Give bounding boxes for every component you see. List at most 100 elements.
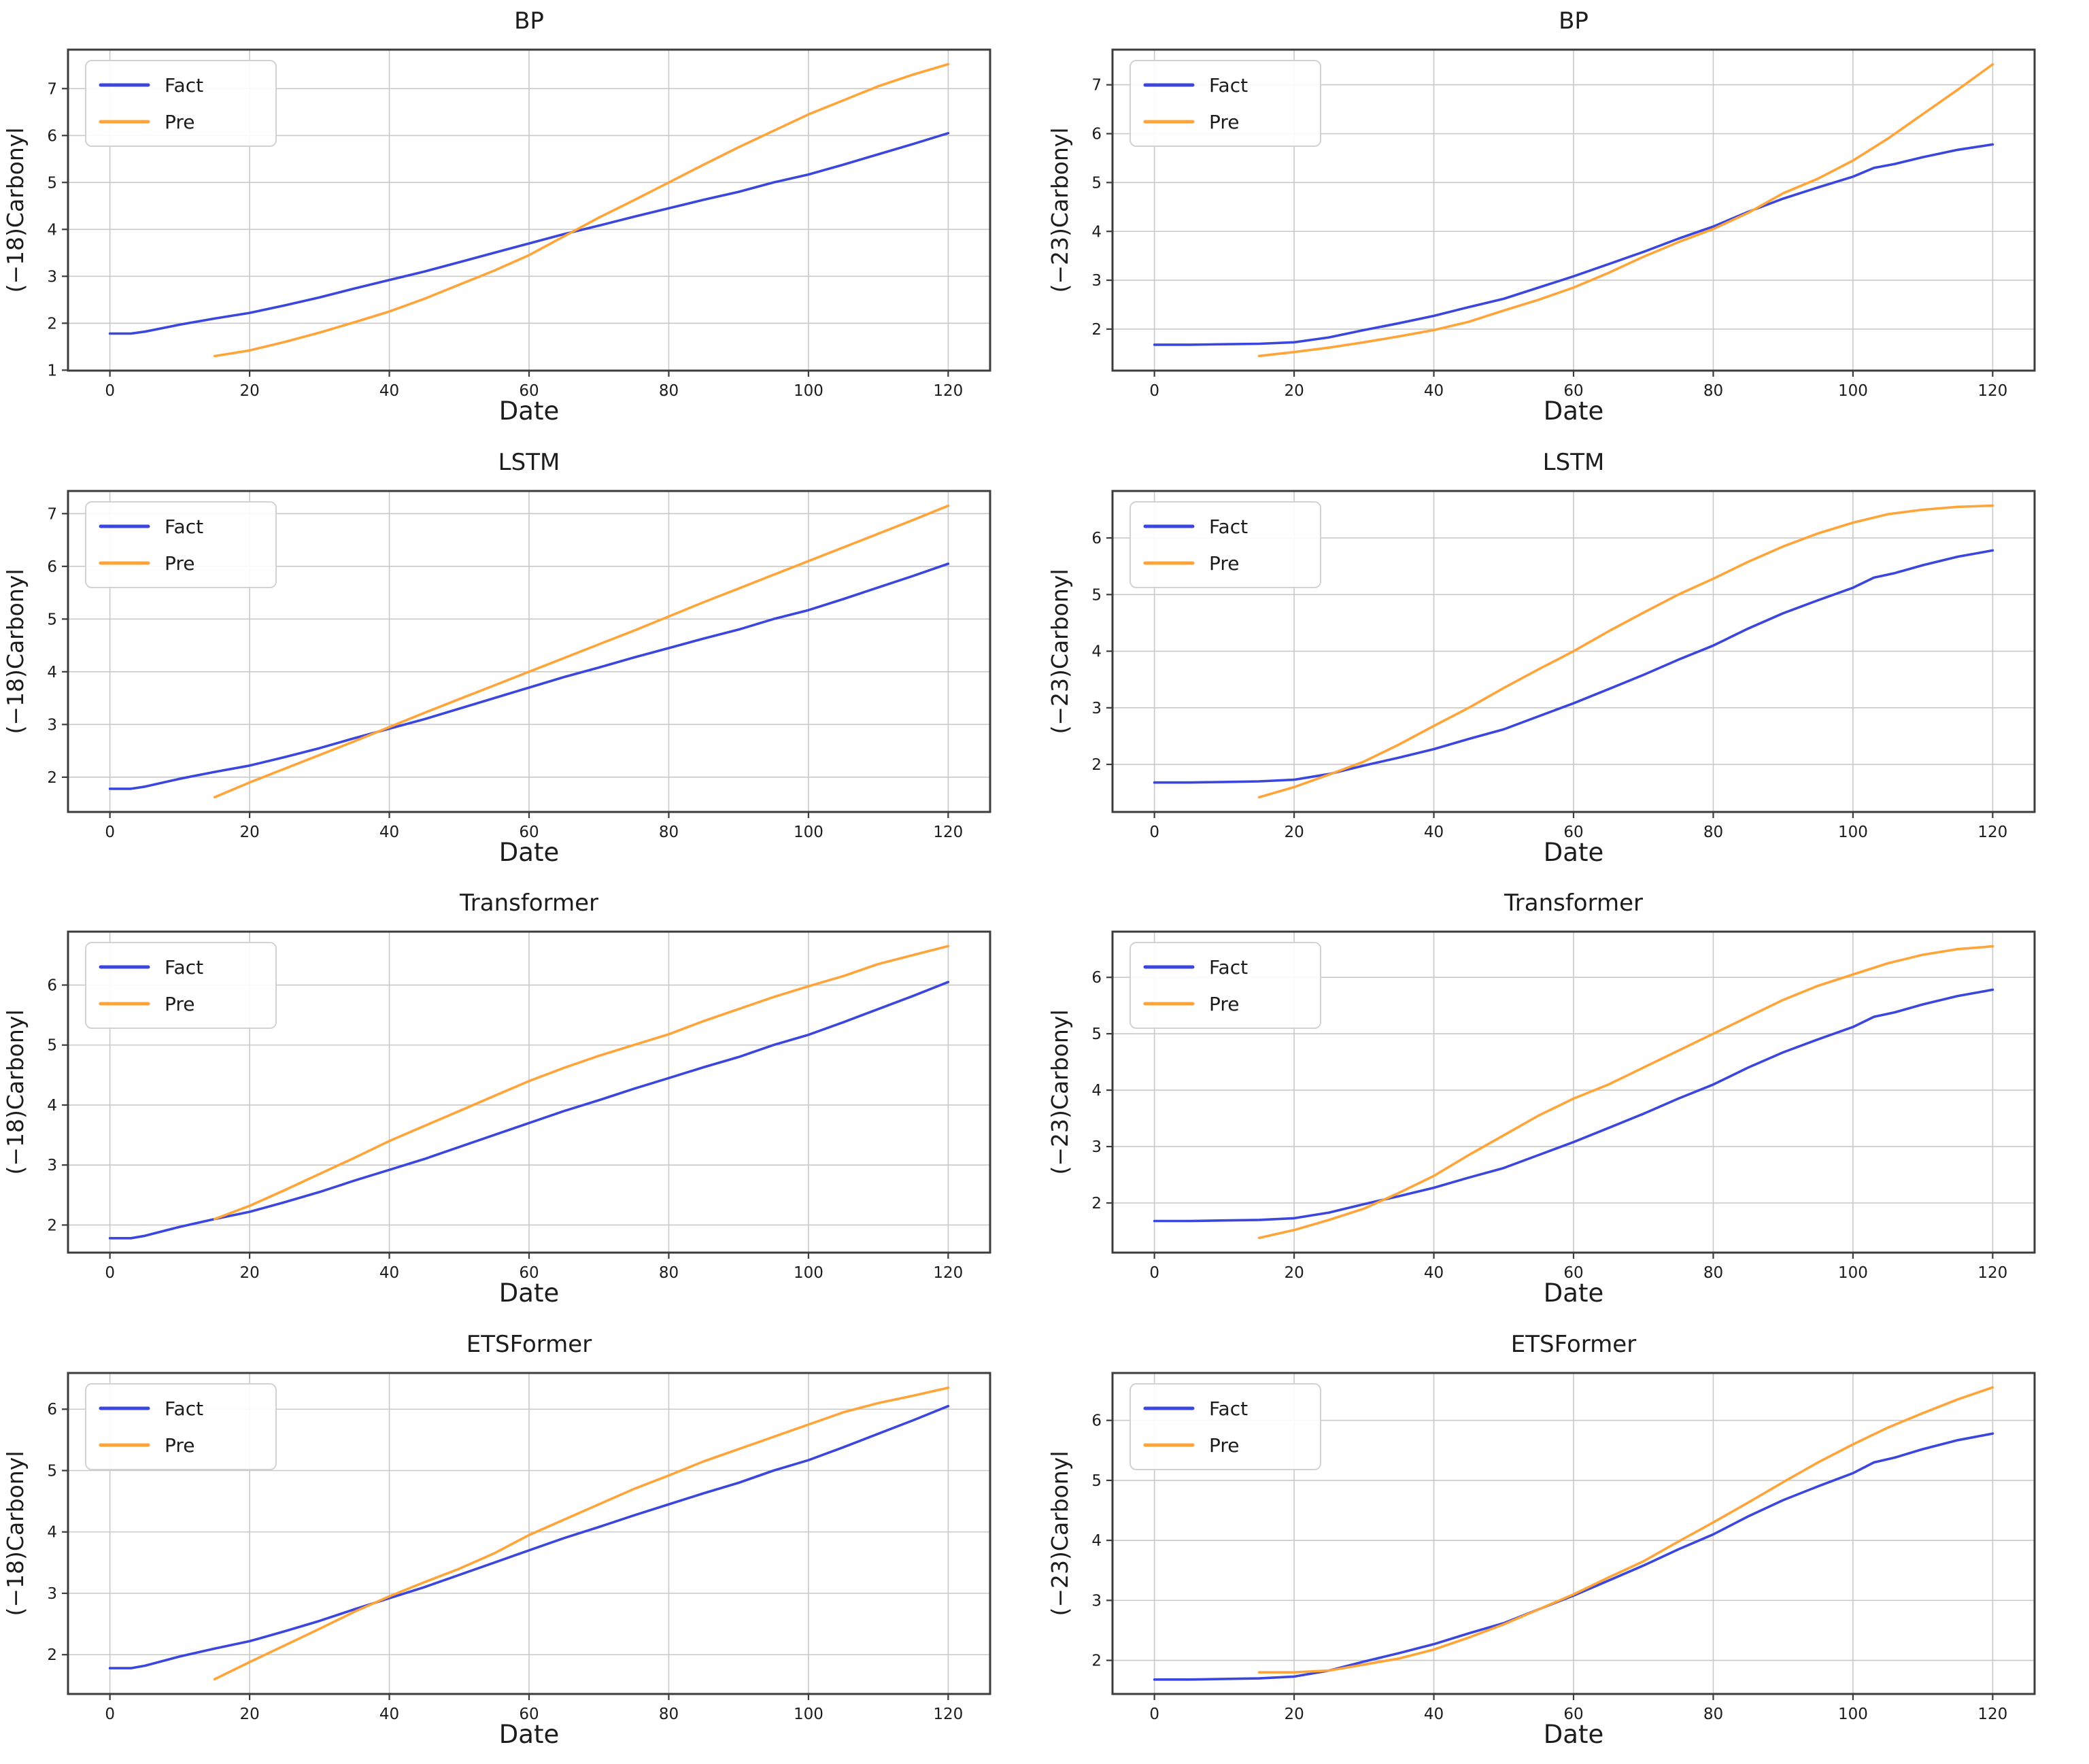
x-tick-label: 0	[1149, 1264, 1159, 1282]
x-tick-label: 0	[105, 824, 115, 841]
legend: Fact Pre	[1130, 60, 1321, 147]
y-tick-label: 2	[1091, 1652, 1102, 1669]
x-tick-label: 100	[1838, 382, 1868, 400]
y-tick-label: 5	[1091, 586, 1102, 604]
y-axis-label: (−18)Carbonyl	[2, 569, 29, 734]
pre-line	[213, 504, 950, 798]
legend: Fact Pre	[1130, 1383, 1321, 1470]
y-tick-label: 2	[1091, 756, 1102, 774]
legend: Fact Pre	[85, 942, 277, 1029]
y-axis-label: (−18)Carbonyl	[2, 1010, 29, 1175]
y-tick-label: 7	[47, 80, 57, 98]
y-tick-label: 6	[1091, 530, 1102, 547]
y-tick-label: 2	[47, 1646, 57, 1664]
y-tick-label: 2	[1091, 321, 1102, 339]
y-tick-label: 2	[47, 315, 57, 333]
y-tick-label: 4	[47, 663, 57, 681]
x-tick-label: 60	[519, 824, 539, 841]
y-tick-label: 7	[1091, 77, 1102, 95]
x-axis-label: Date	[499, 396, 559, 426]
x-tick-label: 40	[379, 382, 399, 400]
chart-canvas-bp-23: 0 20 40 60 80 100 120 2 3 4 5 6 7 BP Date (−23)Carbonyl…	[1047, 7, 2036, 426]
x-tick-label: 100	[794, 1706, 823, 1723]
legend: Fact Pre	[85, 1383, 277, 1470]
chart-bp-23: 0 20 40 60 80 100 120 2 3 4 5 6 7 BP Date (−23)Carbonyl…	[1044, 0, 2089, 441]
y-tick-label: 4	[1091, 223, 1102, 241]
x-tick-label: 120	[1977, 1706, 2007, 1723]
x-axis-label: Date	[1544, 1278, 1603, 1308]
chart-title: ETSFormer	[466, 1331, 592, 1358]
x-tick-label: 60	[1563, 1706, 1583, 1723]
chart-title: Transformer	[459, 889, 598, 917]
x-tick-label: 120	[1977, 824, 2007, 841]
pre-line	[1257, 63, 1994, 358]
x-tick-label: 120	[1977, 1264, 2007, 1282]
legend: Fact Pre	[85, 501, 277, 588]
chart-title: Transformer	[1504, 889, 1643, 917]
chart-canvas-etsformer-18: 0 20 40 60 80 100 120 2 3 4 5 6 ETSFormer Date (−18)Ca…	[2, 1331, 991, 1749]
chart-transformer-23: 0 20 40 60 80 100 120 2 3 4 5 6 Transformer Date (−23)…	[1044, 882, 2089, 1323]
x-tick-label: 100	[794, 1264, 823, 1282]
x-tick-label: 20	[1284, 1264, 1304, 1282]
fact-line	[1153, 549, 1994, 784]
chart-title: BP	[514, 7, 544, 35]
x-tick-label: 100	[1838, 1264, 1868, 1282]
chart-canvas-etsformer-23: 0 20 40 60 80 100 120 2 3 4 5 6 ETSFormer Date (−23)Ca…	[1047, 1331, 2036, 1749]
y-tick-label: 3	[1091, 699, 1102, 717]
x-tick-label: 120	[933, 382, 963, 400]
x-tick-label: 120	[933, 824, 963, 841]
y-tick-label: 6	[47, 127, 57, 145]
x-tick-label: 40	[1424, 1264, 1444, 1282]
chart-canvas-lstm-18: 0 20 40 60 80 100 120 2 3 4 5 6 7 LSTM Date (−18)Carbon…	[2, 449, 991, 867]
y-tick-label: 4	[1091, 1532, 1102, 1550]
legend-fact-label: Fact	[1209, 1397, 1248, 1420]
legend: Fact Pre	[1130, 501, 1321, 588]
legend-box	[85, 501, 277, 588]
x-axis-label: Date	[1544, 1720, 1603, 1749]
legend-pre-label: Pre	[1209, 993, 1240, 1015]
y-tick-label: 4	[1091, 1082, 1102, 1100]
legend-fact-label: Fact	[165, 956, 203, 979]
legend-pre-label: Pre	[165, 1434, 195, 1457]
chart-bp-18: 0 20 40 60 80 100 120 1 2 3 4 5 6 7 BP Date (−18)Carbony…	[0, 0, 1044, 441]
x-tick-label: 20	[239, 1706, 259, 1723]
legend-fact-label: Fact	[1209, 74, 1248, 97]
y-tick-label: 4	[47, 1523, 57, 1541]
fact-line	[108, 1404, 950, 1669]
x-tick-label: 0	[105, 1706, 115, 1723]
y-tick-label: 7	[47, 505, 57, 523]
chart-etsformer-18: 0 20 40 60 80 100 120 2 3 4 5 6 ETSFormer Date (−18)Ca…	[0, 1323, 1044, 1764]
legend-box	[1130, 60, 1321, 147]
x-axis-label: Date	[499, 1278, 559, 1308]
legend-box	[85, 942, 277, 1029]
legend-pre-label: Pre	[1209, 552, 1240, 575]
x-tick-label: 100	[1838, 1706, 1868, 1723]
y-tick-label: 4	[47, 1097, 57, 1115]
y-tick-label: 5	[47, 611, 57, 628]
y-axis-label: (−23)Carbonyl	[1047, 1010, 1073, 1175]
fact-line	[108, 562, 950, 790]
x-tick-label: 120	[933, 1264, 963, 1282]
chart-canvas-lstm-23: 0 20 40 60 80 100 120 2 3 4 5 6 LSTM Date (−23)Carbony…	[1047, 449, 2036, 867]
x-tick-label: 20	[1284, 1706, 1304, 1723]
legend: Fact Pre	[1130, 942, 1321, 1029]
y-tick-label: 6	[1091, 1412, 1102, 1429]
chart-transformer-18: 0 20 40 60 80 100 120 2 3 4 5 6 Transformer Date (−18)…	[0, 882, 1044, 1323]
chart-lstm-18: 0 20 40 60 80 100 120 2 3 4 5 6 7 LSTM Date (−18)Carbon…	[0, 441, 1044, 882]
x-tick-label: 60	[519, 382, 539, 400]
legend-fact-label: Fact	[1209, 956, 1248, 979]
x-tick-label: 120	[933, 1706, 963, 1723]
legend-fact-label: Fact	[165, 74, 203, 97]
x-tick-label: 80	[659, 824, 679, 841]
legend-pre-label: Pre	[165, 552, 195, 575]
chart-lstm-23: 0 20 40 60 80 100 120 2 3 4 5 6 LSTM Date (−23)Carbony…	[1044, 441, 2089, 882]
y-axis-label: (−23)Carbonyl	[1047, 569, 1073, 734]
fact-line	[1153, 143, 1994, 346]
pre-line	[213, 63, 950, 358]
chart-canvas-transformer-18: 0 20 40 60 80 100 120 2 3 4 5 6 Transformer Date (−18)…	[2, 889, 991, 1308]
x-tick-label: 80	[659, 1706, 679, 1723]
legend-pre-label: Pre	[1209, 111, 1240, 133]
x-tick-label: 40	[1424, 1706, 1444, 1723]
pre-line	[1257, 945, 1994, 1240]
legend-pre-label: Pre	[165, 111, 195, 133]
